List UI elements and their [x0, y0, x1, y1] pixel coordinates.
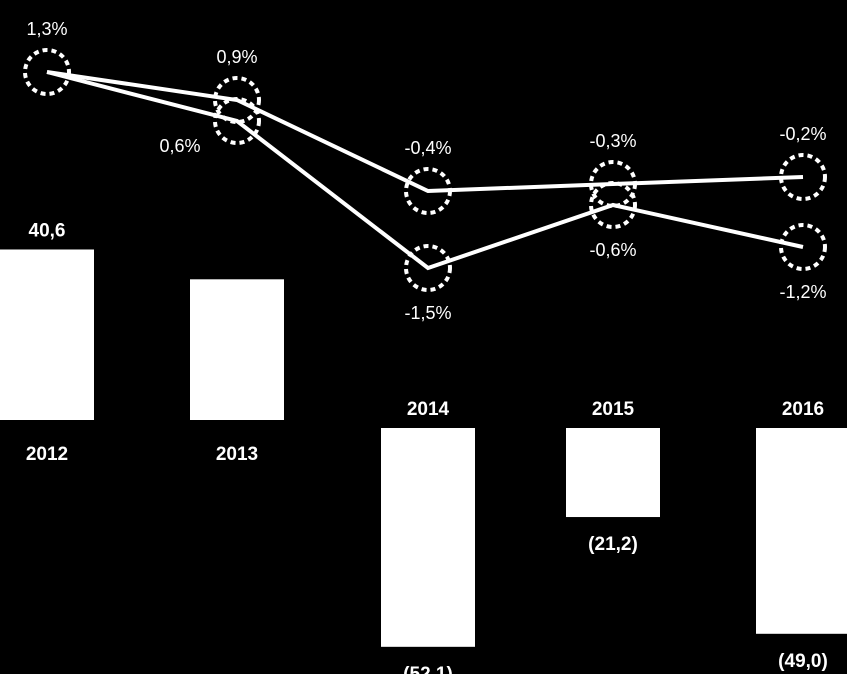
bar: [756, 428, 847, 634]
point-label: 0,9%: [216, 47, 257, 67]
point-label: -0,3%: [589, 131, 636, 151]
point-marker: [779, 153, 827, 201]
category-label: 2012: [26, 444, 68, 465]
point-marker: [213, 76, 261, 124]
bar: [566, 428, 660, 518]
point-label: -0,2%: [779, 124, 826, 144]
point-label: 1,3%: [26, 19, 67, 39]
point-label: -1,5%: [404, 303, 451, 323]
point-marker: [404, 244, 452, 292]
bar: [0, 249, 94, 420]
point-label: -0,6%: [589, 240, 636, 260]
bar-label: (52,1): [403, 664, 453, 674]
category-label: 2013: [216, 444, 258, 465]
bar: [190, 279, 284, 420]
point-label: 0,6%: [159, 136, 200, 156]
point-label: -1,2%: [779, 282, 826, 302]
category-label: 2014: [407, 399, 450, 420]
point-marker: [779, 223, 827, 271]
line: [46, 70, 804, 194]
point-marker: [589, 160, 637, 208]
category-label: 2015: [592, 399, 635, 420]
point-marker: [23, 48, 71, 96]
point-marker: [404, 167, 452, 215]
point-label: -0,4%: [404, 138, 451, 158]
category-label: 2016: [782, 399, 824, 420]
point-marker: [589, 181, 637, 229]
bar-label: 40,6: [29, 220, 66, 241]
point-marker: [213, 97, 261, 145]
line: [46, 70, 804, 271]
bar-label: (49,0): [778, 651, 828, 672]
bar-label: (21,2): [588, 534, 638, 555]
bar: [381, 428, 475, 647]
